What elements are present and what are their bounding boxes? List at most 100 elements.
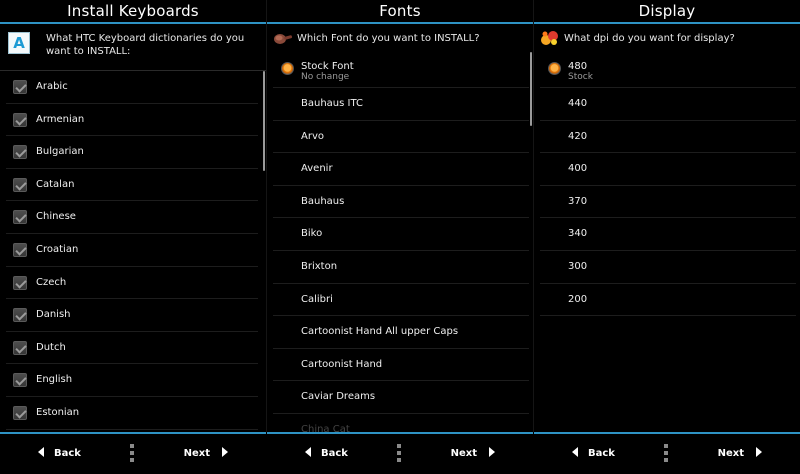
keyboards-panel: Install Keyboards A What HTC Keyboard di… [0, 0, 266, 474]
scrollbar[interactable] [263, 71, 265, 171]
font-item[interactable]: Bauhaus [273, 186, 529, 219]
next-button[interactable]: Next [451, 434, 495, 474]
font-item[interactable]: Calibri [273, 284, 529, 317]
checkbox-icon[interactable] [13, 145, 27, 160]
grip-dots-icon[interactable] [664, 444, 668, 464]
font-item-label: Avenir [301, 163, 333, 175]
keyboard-item-label: English [36, 374, 73, 386]
fonts-prompt: Which Font do you want to INSTALL? [267, 24, 533, 52]
checkbox-icon[interactable] [13, 275, 27, 290]
font-item[interactable]: Biko [273, 218, 529, 251]
display-panel: Display What dpi do you want for display… [534, 0, 800, 474]
keyboard-item-label: Dutch [36, 341, 66, 353]
radio-selected-icon[interactable] [281, 62, 294, 75]
font-item[interactable]: Bauhaus ITC [273, 88, 529, 121]
back-button[interactable]: Back [38, 434, 81, 474]
keyboard-item-english[interactable]: English [6, 364, 258, 397]
checkbox-icon[interactable] [13, 210, 27, 225]
triangle-left-icon [38, 447, 44, 457]
triangle-left-icon [572, 447, 578, 457]
checkbox-icon[interactable] [13, 177, 27, 192]
keyboard-item-armenian[interactable]: Armenian [6, 104, 258, 137]
panel-divider [266, 0, 267, 432]
font-item-label: Bauhaus [301, 195, 345, 207]
dpi-item-label: 440 [568, 98, 588, 109]
color-dots-icon [541, 31, 558, 45]
keyboard-item-estonian[interactable]: Estonian [6, 397, 258, 430]
keyboard-item-catalan[interactable]: Catalan [6, 169, 258, 202]
next-button[interactable]: Next [718, 434, 762, 474]
font-item-label: Cartoonist Hand [301, 358, 383, 370]
font-item-label: Cartoonist Hand All upper Caps [301, 326, 459, 338]
fonts-panel: Fonts Which Font do you want to INSTALL?… [267, 0, 533, 474]
fonts-footer: Back Next [267, 432, 533, 474]
keyboard-item-label: Arabic [36, 81, 68, 92]
checkbox-icon[interactable] [13, 405, 27, 420]
dpi-item[interactable]: 440 [540, 88, 796, 121]
checkbox-icon[interactable] [13, 340, 27, 355]
dpi-item[interactable]: 370 [540, 186, 796, 219]
next-label: Next [717, 448, 744, 459]
font-item-label: Calibri [301, 293, 333, 305]
dpi-item[interactable]: 400 [540, 153, 796, 186]
dpi-item-label: 400 [568, 163, 588, 175]
font-item[interactable]: Avenir [273, 153, 529, 186]
font-item[interactable]: Cartoonist Hand All upper Caps [273, 316, 529, 349]
triangle-left-icon [305, 447, 311, 457]
keyboard-item-croatian[interactable]: Croatian [6, 234, 258, 267]
paint-brush-icon [274, 34, 292, 44]
next-label: Next [183, 448, 210, 459]
display-prompt-text: What dpi do you want for display? [564, 33, 735, 44]
display-title: Display [638, 2, 696, 20]
keyboard-item-chinese[interactable]: Chinese [6, 201, 258, 234]
dpi-item[interactable]: 420 [540, 121, 796, 154]
grip-dots-icon[interactable] [130, 444, 134, 464]
font-item-label: China Cat [301, 423, 350, 432]
keyboard-item-label: Catalan [36, 178, 75, 190]
keyboard-item-bulgarian[interactable]: Bulgarian [6, 136, 258, 169]
keyboard-item-czech[interactable]: Czech [6, 267, 258, 300]
checkbox-icon[interactable] [13, 242, 27, 257]
keyboards-list[interactable]: Arabic Armenian Bulgarian Catalan Chines… [0, 70, 266, 432]
font-item[interactable]: China Cat [273, 414, 529, 432]
fonts-list[interactable]: Stock Font No change Bauhaus ITC Arvo Av… [267, 52, 533, 432]
dpi-item-label: 200 [568, 293, 588, 305]
fonts-title: Fonts [379, 2, 421, 20]
checkbox-icon[interactable] [13, 308, 27, 323]
dpi-item-stock[interactable]: 480 Stock [540, 52, 796, 88]
keyboard-item-label: Chinese [36, 211, 76, 223]
grip-dots-icon[interactable] [397, 444, 401, 464]
fonts-prompt-text: Which Font do you want to INSTALL? [297, 33, 480, 44]
display-list[interactable]: 480 Stock 440 420 400 370 340 300 200 [534, 52, 800, 432]
font-item-stock[interactable]: Stock Font No change [273, 52, 529, 88]
triangle-right-icon [222, 447, 228, 457]
triangle-right-icon [489, 447, 495, 457]
font-item[interactable]: Cartoonist Hand [273, 349, 529, 382]
back-button[interactable]: Back [305, 434, 348, 474]
dpi-item[interactable]: 200 [540, 284, 796, 317]
dpi-item-label: 300 [568, 260, 588, 272]
keyboards-prompt-text: What HTC Keyboard dictionaries do you wa… [46, 33, 245, 57]
title-divider [0, 22, 266, 24]
font-item[interactable]: Arvo [273, 121, 529, 154]
keyboard-item-danish[interactable]: Danish [6, 299, 258, 332]
font-item-label: Bauhaus ITC [301, 98, 363, 109]
keyboard-item-label: Croatian [36, 243, 79, 255]
radio-selected-icon[interactable] [548, 62, 561, 75]
checkbox-icon[interactable] [13, 112, 27, 127]
back-button[interactable]: Back [572, 434, 615, 474]
keyboard-item-arabic[interactable]: Arabic [6, 71, 258, 104]
next-label: Next [450, 448, 477, 459]
dpi-item[interactable]: 300 [540, 251, 796, 284]
checkbox-icon[interactable] [13, 373, 27, 388]
scrollbar[interactable] [530, 52, 532, 126]
dpi-item[interactable]: 340 [540, 218, 796, 251]
keyboard-item-dutch[interactable]: Dutch [6, 332, 258, 365]
checkbox-icon[interactable] [13, 80, 27, 94]
next-button[interactable]: Next [184, 434, 228, 474]
font-item[interactable]: Caviar Dreams [273, 381, 529, 414]
font-item[interactable]: Brixton [273, 251, 529, 284]
keyboard-item-label: Bulgarian [36, 146, 84, 158]
dpi-item-label: 480 [568, 61, 588, 72]
font-item-label: Caviar Dreams [301, 391, 376, 403]
